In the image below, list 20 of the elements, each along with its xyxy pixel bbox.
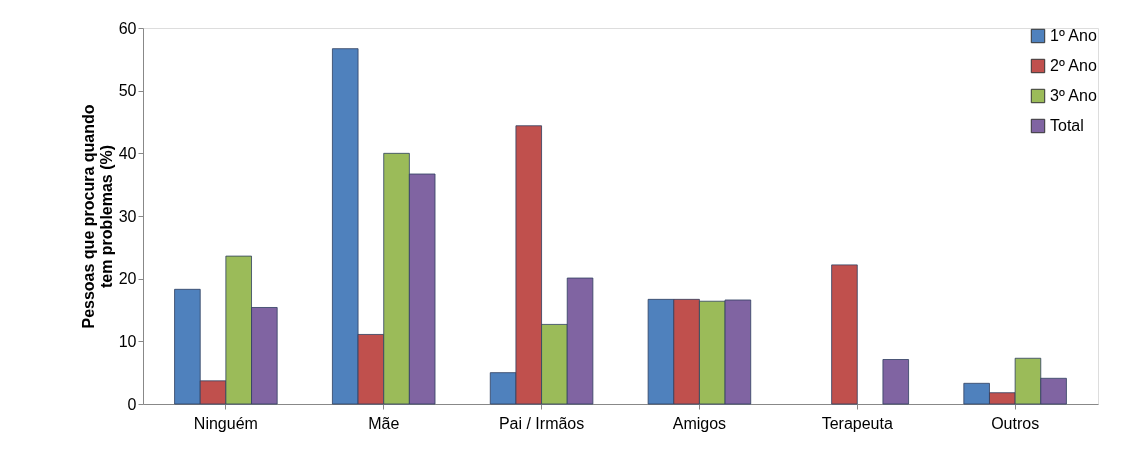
legend-label: 2º Ano [1050,57,1097,74]
y-axis-title: Pessoas que procura quando tem problemas (%) [79,104,115,329]
x-tick-label: Terapeuta [821,414,893,432]
y-tick-label: 10 [118,332,137,350]
legend-label: 1º Ano [1050,27,1097,44]
y-tick-label: 30 [118,207,137,225]
x-tick-label: Mãe [368,414,400,432]
y-tick-label: 0 [127,395,137,413]
legend-label: Total [1050,117,1084,134]
x-tick-label: Amigos [672,414,727,432]
y-tick-label: 60 [118,19,137,37]
bar [882,359,909,405]
y-tick-label: 40 [118,144,137,162]
x-tick-label: Ninguém [193,414,258,432]
x-tick-label: Outros [991,414,1040,432]
x-tick-label: Pai / Irmãos [498,414,585,432]
y-tick-label: 20 [118,270,137,288]
y-tick-label: 50 [118,82,137,100]
legend-label: 3º Ano [1050,87,1097,104]
bar [831,264,858,405]
